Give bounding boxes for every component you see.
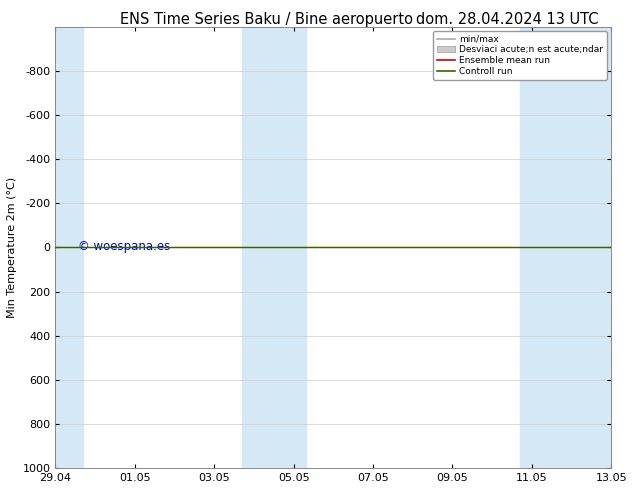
- Bar: [520, 26, 611, 468]
- Text: ENS Time Series Baku / Bine aeropuerto: ENS Time Series Baku / Bine aeropuerto: [120, 12, 413, 27]
- Text: © woespana.es: © woespana.es: [77, 240, 170, 253]
- Legend: min/max, Desviaci acute;n est acute;ndar, Ensemble mean run, Controll run: min/max, Desviaci acute;n est acute;ndar…: [433, 31, 607, 80]
- Y-axis label: Min Temperature 2m (°C): Min Temperature 2m (°C): [7, 177, 17, 318]
- Bar: [242, 26, 306, 468]
- Text: dom. 28.04.2024 13 UTC: dom. 28.04.2024 13 UTC: [416, 12, 598, 27]
- Bar: [55, 26, 83, 468]
